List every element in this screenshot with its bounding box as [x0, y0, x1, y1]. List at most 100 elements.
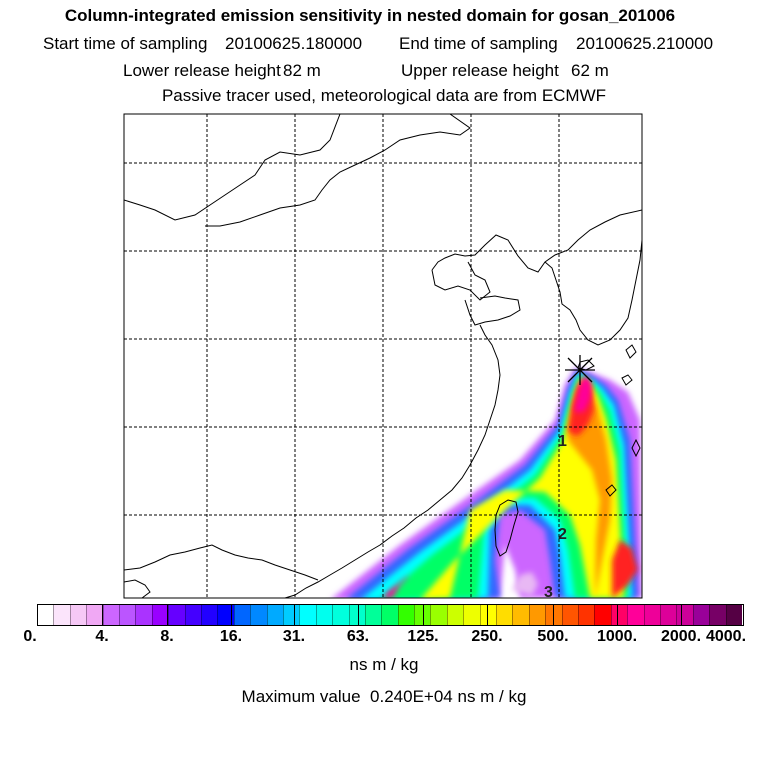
- colorbar-minor-divider: [594, 605, 596, 625]
- colorbar-tick-label: 16.: [219, 628, 243, 645]
- colorbar-divider: [231, 605, 232, 625]
- colorbar-minor-divider: [446, 605, 448, 625]
- colorbar-cell: [266, 605, 284, 625]
- plume-orange: [568, 382, 612, 598]
- plume-magenta-band: [382, 575, 410, 598]
- colorbar-divider: [294, 605, 295, 625]
- colorbar-unit: ns m / kg: [349, 655, 419, 674]
- colorbar-cell: [397, 605, 415, 625]
- colorbar-tick-label: 4.: [95, 628, 109, 645]
- colorbar-cell: [233, 605, 251, 625]
- end-time-label: End time of sampling: [399, 34, 558, 53]
- plot-title: Column-integrated emission sensitivity i…: [64, 6, 676, 25]
- colorbar-cell: [381, 605, 399, 625]
- colorbar-minor-divider: [643, 605, 645, 625]
- colorbar-cell: [496, 605, 513, 625]
- colorbar-minor-divider: [266, 605, 268, 625]
- maximum-value-line: Maximum value 0.240E+04 ns m / kg: [0, 687, 768, 707]
- colorbar-tick-label: 1000.: [596, 628, 638, 645]
- colorbar-cell: [250, 605, 268, 625]
- colorbar-cell: [151, 605, 169, 625]
- coastline-north-border: [124, 114, 341, 221]
- colorbar-cell: [414, 605, 431, 625]
- plume-peak-magenta: [574, 376, 592, 412]
- colorbar-cell: [53, 605, 71, 625]
- trajectory-label-1: 1: [558, 433, 567, 450]
- colorbar-minor-divider: [102, 605, 104, 625]
- colorbar-cell: [168, 605, 186, 625]
- coastline-shandong: [464, 295, 521, 326]
- coastline-korea: [544, 239, 642, 346]
- colorbar-cell: [135, 605, 153, 625]
- colorbar-minor-divider: [86, 605, 88, 625]
- colorbar-minor-divider: [610, 605, 612, 625]
- colorbar-minor-divider: [512, 605, 514, 625]
- coastline-hainan-area: [124, 579, 151, 598]
- colorbar-cell: [200, 605, 218, 625]
- upper-height-value: 62 m: [571, 61, 609, 80]
- receptor-marker: [565, 355, 595, 385]
- colorbar-cell: [512, 605, 530, 625]
- map-frame: [123, 113, 643, 599]
- colorbar-minor-divider: [496, 605, 498, 625]
- colorbar-cell: [37, 605, 54, 625]
- colorbar-cell: [463, 605, 481, 625]
- colorbar-minor-divider: [479, 605, 481, 625]
- max-value-number: 0.240E+04: [370, 687, 453, 706]
- colorbar-cell: [184, 605, 202, 625]
- coastline-jeju: [577, 359, 595, 371]
- coastline-south-china: [124, 544, 319, 581]
- colorbar-divider: [681, 605, 682, 625]
- colorbar-minor-divider: [414, 605, 416, 625]
- tracer-note: Passive tracer used, meteorological data…: [161, 86, 607, 105]
- sensitivity-map: 1 2 3: [123, 113, 643, 600]
- colorbar-tick-label: 2000.: [660, 628, 702, 645]
- colorbar-cell: [660, 605, 677, 625]
- colorbar-cell: [315, 605, 333, 625]
- graticule: [124, 114, 642, 598]
- colorbar-minor-divider: [118, 605, 120, 625]
- coastline-taiwan: [494, 499, 519, 557]
- colorbar-frame: [37, 604, 744, 626]
- colorbar-cell: [217, 605, 235, 625]
- colorbar-minor-divider: [561, 605, 563, 625]
- colorbar-cell: [86, 605, 104, 625]
- colorbar-cell: [627, 605, 645, 625]
- end-time-value: 20100625.210000: [576, 34, 714, 53]
- coastline-bohai: [431, 261, 491, 301]
- max-value-unit: ns m / kg: [457, 687, 527, 706]
- colorbar-minor-divider: [200, 605, 202, 625]
- trajectory-label-3: 3: [544, 584, 553, 600]
- colorbar-minor-divider: [69, 605, 71, 625]
- colorbar-cell: [561, 605, 579, 625]
- colorbar-tick-label: 500.: [537, 628, 569, 645]
- colorbar-cell: [594, 605, 612, 625]
- coastline-japan-islands: [605, 344, 641, 497]
- coastlines: [124, 114, 642, 598]
- colorbar-cell: [102, 605, 120, 625]
- colorbar-cell: [430, 605, 448, 625]
- colorbar-cell: [348, 605, 366, 625]
- colorbar-cell: [299, 605, 317, 625]
- colorbar-divider: [553, 605, 554, 625]
- colorbar-minor-divider: [627, 605, 629, 625]
- max-value-label: Maximum value: [241, 687, 361, 706]
- trajectory-label-2: 2: [558, 526, 567, 543]
- colorbar-minor-divider: [676, 605, 678, 625]
- colorbar-minor-divider: [545, 605, 547, 625]
- lower-height-label: Lower release height: [123, 61, 281, 80]
- colorbar: [37, 604, 744, 626]
- colorbar-minor-divider: [299, 605, 301, 625]
- colorbar-minor-divider: [430, 605, 432, 625]
- colorbar-cell: [578, 605, 595, 625]
- colorbar-minor-divider: [364, 605, 366, 625]
- border-northeast: [205, 114, 471, 227]
- colorbar-cell: [610, 605, 628, 625]
- colorbar-tick-label: 0.: [23, 628, 37, 645]
- colorbar-minor-divider: [151, 605, 153, 625]
- colorbar-cell: [528, 605, 546, 625]
- colorbar-tick-label: 125.: [407, 628, 439, 645]
- colorbar-cell: [282, 605, 300, 625]
- colorbar-minor-divider: [709, 605, 711, 625]
- colorbar-divider: [102, 605, 103, 625]
